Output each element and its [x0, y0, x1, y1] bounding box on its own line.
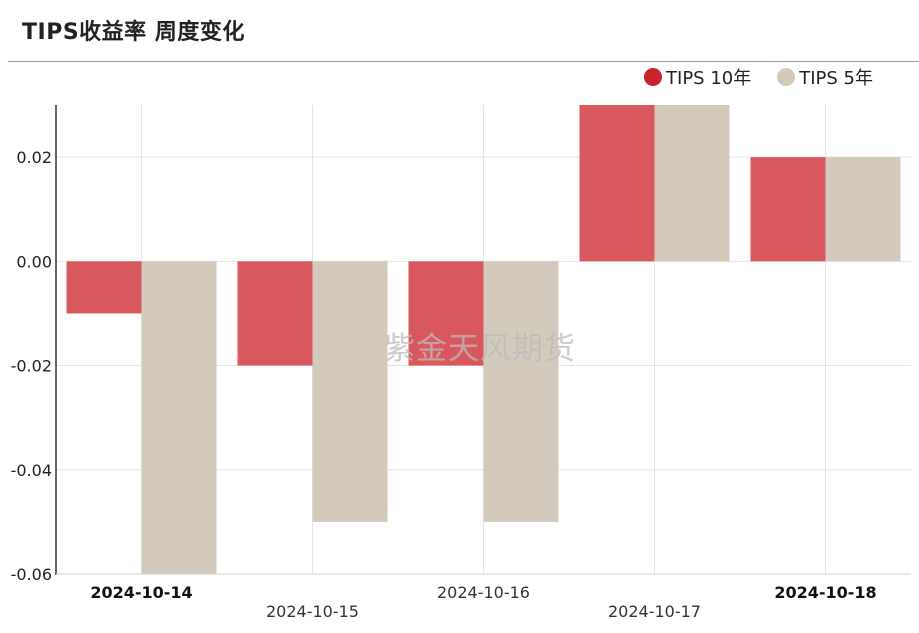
legend-label-tips10: TIPS 10年: [666, 68, 752, 89]
y-tick-label: -0.02: [11, 357, 52, 376]
legend: TIPS 10年 TIPS 5年: [644, 64, 873, 90]
y-tick-label: -0.06: [11, 565, 52, 584]
legend-item-tips10[interactable]: TIPS 10年: [644, 64, 751, 90]
watermark: 紫金天风期货: [384, 331, 576, 367]
y-tick-label: 0.00: [16, 252, 52, 271]
x-tick-label: 2024-10-15: [266, 602, 359, 621]
bar-tips10-2024-10-16: [408, 261, 484, 366]
bar-tips5-2024-10-14: [141, 261, 217, 574]
bar-tips10-2024-10-18: [750, 157, 826, 262]
x-tick-label: 2024-10-18: [774, 583, 876, 602]
y-tick-label: -0.04: [11, 461, 52, 480]
bar-tips5-2024-10-16: [483, 261, 559, 522]
legend-label-tips5: TIPS 5年: [799, 68, 873, 89]
x-tick-label: 2024-10-14: [90, 583, 192, 602]
bar-tips10-2024-10-15: [237, 261, 313, 366]
legend-marker-tips10: [644, 68, 663, 86]
x-tick-label: 2024-10-17: [608, 602, 701, 621]
chart-title: TIPS收益率 周度变化: [22, 20, 245, 45]
legend-marker-tips5: [777, 68, 796, 86]
bar-tips5-2024-10-15: [312, 261, 388, 522]
bar-tips10-2024-10-17: [579, 105, 655, 262]
bar-tips5-2024-10-17: [654, 105, 730, 262]
title-divider: [8, 61, 919, 62]
bar-tips10-2024-10-14: [66, 261, 142, 314]
x-tick-label: 2024-10-16: [437, 583, 530, 602]
bar-tips5-2024-10-18: [825, 157, 901, 262]
y-tick-label: 0.02: [16, 148, 52, 167]
legend-item-tips5[interactable]: TIPS 5年: [777, 64, 873, 90]
